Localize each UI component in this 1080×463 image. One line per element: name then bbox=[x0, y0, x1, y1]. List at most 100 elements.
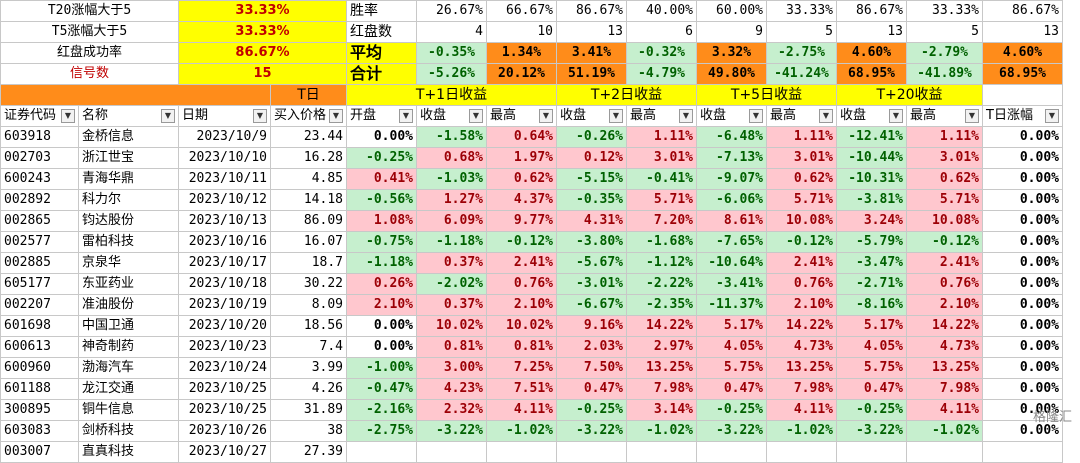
value-cell[interactable]: 0.76% bbox=[767, 274, 837, 295]
summary-value[interactable]: 86.67% bbox=[179, 43, 347, 64]
price-cell[interactable]: 30.22 bbox=[271, 274, 347, 295]
value-cell[interactable]: 7.98% bbox=[627, 379, 697, 400]
value-cell[interactable]: 0.81% bbox=[487, 337, 557, 358]
value-cell[interactable]: 2.10% bbox=[487, 295, 557, 316]
value-cell[interactable]: 0.47% bbox=[557, 379, 627, 400]
price-cell[interactable]: 23.44 bbox=[271, 127, 347, 148]
column-header[interactable]: 收盘▼ bbox=[557, 106, 627, 127]
name-cell[interactable]: 京泉华 bbox=[79, 253, 179, 274]
value-cell[interactable]: 3.01% bbox=[907, 148, 983, 169]
code-cell[interactable]: 002577 bbox=[1, 232, 79, 253]
date-cell[interactable]: 2023/10/27 bbox=[179, 442, 271, 463]
value-cell[interactable]: 0.00% bbox=[983, 295, 1063, 316]
name-cell[interactable]: 龙江交通 bbox=[79, 379, 179, 400]
value-cell[interactable]: -3.01% bbox=[557, 274, 627, 295]
value-cell[interactable]: 4.23% bbox=[417, 379, 487, 400]
name-cell[interactable]: 青海华鼎 bbox=[79, 169, 179, 190]
value-cell[interactable] bbox=[557, 442, 627, 463]
value-cell[interactable]: 0.62% bbox=[767, 169, 837, 190]
code-cell[interactable]: 002885 bbox=[1, 253, 79, 274]
summary-cell[interactable]: 49.80% bbox=[697, 64, 767, 85]
column-header[interactable]: 最高▼ bbox=[487, 106, 557, 127]
date-cell[interactable]: 2023/10/25 bbox=[179, 379, 271, 400]
value-cell[interactable]: 13.25% bbox=[627, 358, 697, 379]
column-header[interactable]: 最高▼ bbox=[767, 106, 837, 127]
value-cell[interactable]: -6.67% bbox=[557, 295, 627, 316]
value-cell[interactable]: 0.76% bbox=[487, 274, 557, 295]
value-cell[interactable]: -3.41% bbox=[697, 274, 767, 295]
value-cell[interactable]: 10.02% bbox=[487, 316, 557, 337]
summary-value[interactable]: 33.33% bbox=[179, 22, 347, 43]
value-cell[interactable] bbox=[697, 442, 767, 463]
value-cell[interactable]: 4.31% bbox=[557, 211, 627, 232]
value-cell[interactable]: 4.73% bbox=[907, 337, 983, 358]
value-cell[interactable]: 1.97% bbox=[487, 148, 557, 169]
summary-cell[interactable]: 26.67% bbox=[417, 1, 487, 22]
value-cell[interactable]: 10.02% bbox=[417, 316, 487, 337]
value-cell[interactable]: 0.00% bbox=[983, 358, 1063, 379]
price-cell[interactable]: 4.26 bbox=[271, 379, 347, 400]
value-cell[interactable]: -3.22% bbox=[557, 421, 627, 442]
value-cell[interactable]: -2.16% bbox=[347, 400, 417, 421]
value-cell[interactable]: -6.06% bbox=[697, 190, 767, 211]
filter-dropdown-icon[interactable]: ▼ bbox=[679, 109, 693, 123]
date-cell[interactable]: 2023/10/10 bbox=[179, 148, 271, 169]
group-blank-end[interactable] bbox=[983, 85, 1063, 106]
summary-cell[interactable]: 20.12% bbox=[487, 64, 557, 85]
summary-cell[interactable]: 86.67% bbox=[837, 1, 907, 22]
group-t20[interactable]: T+20收益 bbox=[837, 85, 983, 106]
name-cell[interactable]: 金桥信息 bbox=[79, 127, 179, 148]
value-cell[interactable]: 0.00% bbox=[983, 379, 1063, 400]
date-cell[interactable]: 2023/10/9 bbox=[179, 127, 271, 148]
value-cell[interactable]: 1.11% bbox=[907, 127, 983, 148]
code-cell[interactable]: 003007 bbox=[1, 442, 79, 463]
value-cell[interactable]: -0.56% bbox=[347, 190, 417, 211]
value-cell[interactable]: -1.58% bbox=[417, 127, 487, 148]
date-cell[interactable]: 2023/10/18 bbox=[179, 274, 271, 295]
value-cell[interactable]: -3.22% bbox=[697, 421, 767, 442]
value-cell[interactable]: -0.12% bbox=[767, 232, 837, 253]
value-cell[interactable]: 5.71% bbox=[627, 190, 697, 211]
value-cell[interactable]: -7.65% bbox=[697, 232, 767, 253]
value-cell[interactable]: 2.10% bbox=[347, 295, 417, 316]
price-cell[interactable]: 16.07 bbox=[271, 232, 347, 253]
value-cell[interactable] bbox=[767, 442, 837, 463]
value-cell[interactable]: 6.09% bbox=[417, 211, 487, 232]
value-cell[interactable]: -0.25% bbox=[557, 400, 627, 421]
value-cell[interactable]: 3.24% bbox=[837, 211, 907, 232]
code-cell[interactable]: 002892 bbox=[1, 190, 79, 211]
value-cell[interactable]: 9.77% bbox=[487, 211, 557, 232]
value-cell[interactable] bbox=[837, 442, 907, 463]
summary-cell[interactable]: 4.60% bbox=[983, 43, 1063, 64]
value-cell[interactable]: 0.76% bbox=[907, 274, 983, 295]
value-cell[interactable]: -2.02% bbox=[417, 274, 487, 295]
value-cell[interactable]: 13.25% bbox=[907, 358, 983, 379]
summary-cell[interactable]: -0.32% bbox=[627, 43, 697, 64]
price-cell[interactable]: 3.99 bbox=[271, 358, 347, 379]
value-cell[interactable]: 0.62% bbox=[907, 169, 983, 190]
name-cell[interactable]: 神奇制药 bbox=[79, 337, 179, 358]
value-cell[interactable]: -11.37% bbox=[697, 295, 767, 316]
value-cell[interactable]: 0.47% bbox=[697, 379, 767, 400]
value-cell[interactable]: -9.07% bbox=[697, 169, 767, 190]
name-cell[interactable]: 科力尔 bbox=[79, 190, 179, 211]
date-cell[interactable]: 2023/10/12 bbox=[179, 190, 271, 211]
summary-cell[interactable]: 3.41% bbox=[557, 43, 627, 64]
value-cell[interactable]: 5.17% bbox=[837, 316, 907, 337]
code-cell[interactable]: 300895 bbox=[1, 400, 79, 421]
value-cell[interactable]: 0.00% bbox=[983, 148, 1063, 169]
date-cell[interactable]: 2023/10/16 bbox=[179, 232, 271, 253]
value-cell[interactable] bbox=[983, 442, 1063, 463]
summary-cell[interactable]: 9 bbox=[697, 22, 767, 43]
filter-dropdown-icon[interactable]: ▼ bbox=[749, 109, 763, 123]
value-cell[interactable]: 0.00% bbox=[983, 232, 1063, 253]
summary-metric-label[interactable]: 平均 bbox=[347, 43, 417, 64]
value-cell[interactable]: -0.12% bbox=[487, 232, 557, 253]
summary-cell[interactable]: 68.95% bbox=[983, 64, 1063, 85]
value-cell[interactable]: 0.00% bbox=[983, 211, 1063, 232]
value-cell[interactable]: -1.02% bbox=[487, 421, 557, 442]
